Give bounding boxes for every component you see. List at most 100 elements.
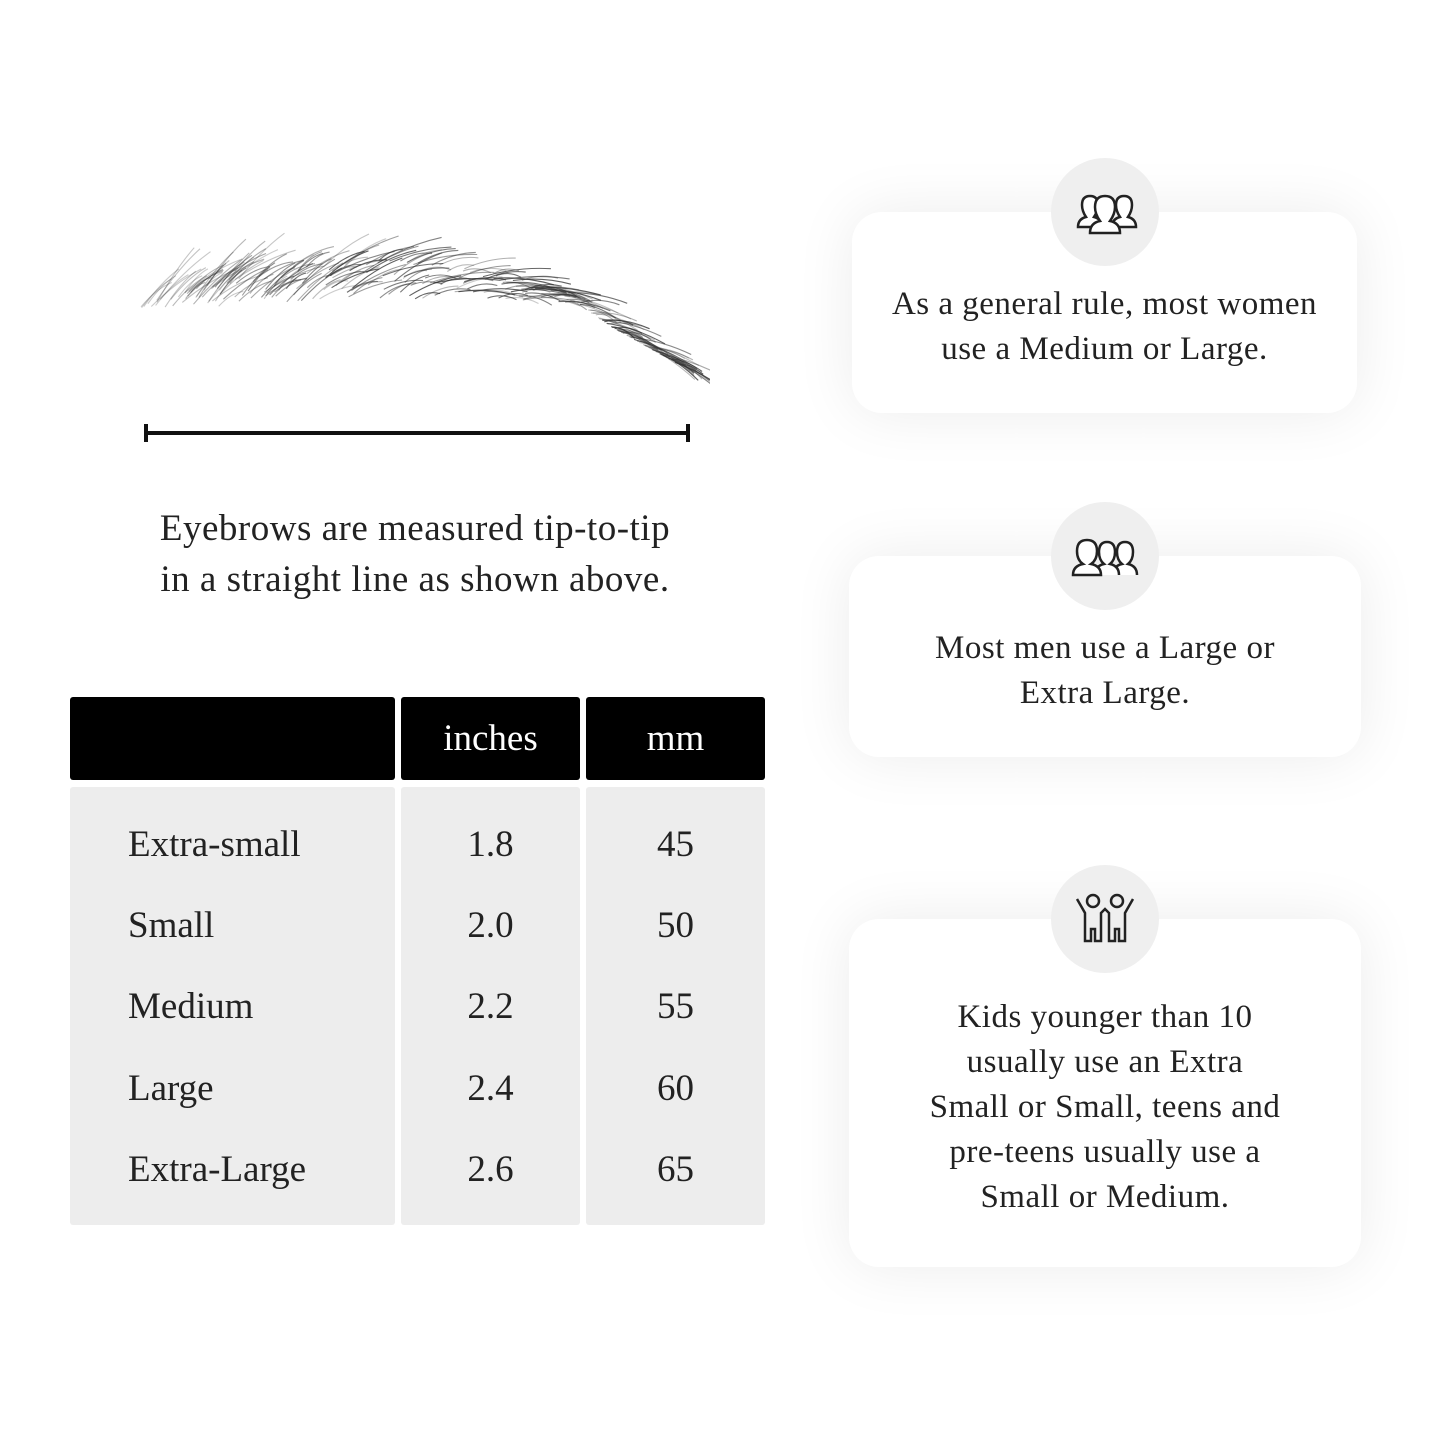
brow-hair bbox=[650, 348, 694, 361]
brow-hair bbox=[312, 279, 341, 300]
brow-hair bbox=[214, 269, 243, 302]
card-text-line: As a general rule, most women bbox=[891, 285, 1318, 322]
brow-hair bbox=[193, 258, 243, 305]
brow-hair bbox=[218, 269, 242, 291]
brow-hair bbox=[349, 259, 388, 272]
brow-hair bbox=[378, 249, 403, 261]
brow-hair bbox=[228, 240, 266, 281]
brow-hair bbox=[456, 276, 503, 289]
brow-hair bbox=[325, 270, 364, 286]
card-text-line: Most men use a Large or bbox=[935, 629, 1275, 666]
brow-hair bbox=[554, 294, 586, 300]
brow-hair bbox=[458, 265, 511, 279]
brow-hair bbox=[464, 277, 507, 283]
brow-hair bbox=[568, 292, 628, 304]
brow-hair bbox=[498, 276, 567, 290]
brow-hair bbox=[263, 259, 305, 280]
size-label: Large bbox=[128, 1068, 214, 1109]
mm-value: 65 bbox=[657, 1149, 694, 1190]
brow-hair bbox=[201, 261, 245, 298]
men-group-icon bbox=[1051, 502, 1159, 610]
brow-hair bbox=[141, 278, 172, 309]
brow-hair bbox=[580, 299, 620, 306]
brow-hair bbox=[348, 279, 403, 298]
brow-hair bbox=[472, 288, 528, 293]
brow-hair bbox=[275, 277, 308, 297]
brow-hair bbox=[493, 277, 554, 286]
brow-hair bbox=[323, 233, 370, 268]
brow-hair bbox=[630, 336, 692, 355]
brow-hair bbox=[402, 269, 428, 279]
brow-hair bbox=[458, 289, 516, 296]
brow-hair bbox=[346, 280, 378, 293]
brow-hair bbox=[399, 274, 430, 293]
brow-hair bbox=[229, 261, 255, 284]
brow-hair bbox=[505, 296, 539, 304]
brow-hair bbox=[278, 268, 302, 291]
brow-hair bbox=[306, 250, 350, 275]
brow-hair bbox=[203, 260, 230, 291]
brow-hair bbox=[241, 269, 269, 296]
brow-hair bbox=[285, 272, 307, 290]
brow-hair bbox=[249, 273, 274, 294]
brow-hair bbox=[187, 268, 224, 297]
brow-hair bbox=[367, 268, 401, 286]
brow-hair bbox=[552, 291, 602, 296]
women-group-icon bbox=[1051, 158, 1159, 266]
brow-hair bbox=[172, 275, 208, 307]
brow-hair bbox=[216, 254, 253, 289]
brow-hair bbox=[393, 252, 433, 276]
brow-hair bbox=[238, 280, 272, 302]
brow-hair bbox=[523, 293, 571, 300]
brow-hair bbox=[394, 252, 443, 282]
card-text-line: Kids younger than 10 bbox=[957, 998, 1253, 1035]
card-text-line: Small or Medium. bbox=[980, 1178, 1230, 1215]
brow-hair bbox=[414, 292, 441, 300]
brow-hair bbox=[274, 278, 308, 293]
brow-hair bbox=[325, 250, 369, 279]
inches-value: 2.6 bbox=[467, 1149, 514, 1190]
brow-hair bbox=[434, 288, 471, 296]
brow-hair bbox=[518, 295, 553, 306]
brow-hair bbox=[190, 277, 212, 293]
brow-hair bbox=[332, 259, 385, 279]
brow-hair bbox=[529, 288, 593, 303]
mm-column bbox=[586, 787, 765, 1225]
header-inches: inches bbox=[401, 697, 580, 780]
brow-hair bbox=[540, 293, 577, 298]
brow-hair bbox=[383, 279, 424, 290]
brow-hair bbox=[206, 238, 247, 287]
brow-hair bbox=[346, 281, 383, 293]
brow-hair bbox=[649, 347, 690, 359]
brow-hair bbox=[234, 249, 296, 281]
brow-hair bbox=[280, 263, 316, 279]
brow-hair bbox=[634, 339, 687, 366]
measurement-line bbox=[144, 424, 690, 442]
brow-hair bbox=[505, 284, 541, 290]
brow-hair bbox=[431, 251, 476, 266]
brow-hair bbox=[290, 263, 323, 280]
brow-hair bbox=[293, 258, 336, 296]
brow-hair bbox=[247, 262, 276, 292]
inches-value: 2.4 bbox=[467, 1068, 514, 1109]
brow-hair bbox=[400, 252, 433, 262]
brow-hair bbox=[185, 281, 206, 300]
brow-hair bbox=[569, 298, 596, 308]
brow-hair bbox=[140, 281, 173, 308]
size-column bbox=[70, 787, 395, 1225]
brow-hair bbox=[343, 244, 380, 268]
brow-hair bbox=[218, 290, 244, 307]
brow-hair bbox=[483, 290, 517, 296]
brow-hair bbox=[521, 285, 580, 291]
brow-hair bbox=[403, 267, 450, 278]
brow-hair bbox=[143, 268, 180, 307]
eyebrow-illustration bbox=[140, 232, 710, 385]
brow-hair bbox=[446, 264, 475, 272]
brow-hair bbox=[611, 326, 650, 346]
brow-hair bbox=[170, 267, 207, 300]
brow-hair bbox=[250, 265, 296, 299]
brow-hair bbox=[512, 278, 572, 285]
kids-card: Kids younger than 10 usually use an Extr… bbox=[849, 919, 1361, 1267]
brow-hair bbox=[406, 248, 456, 263]
inches-value: 2.2 bbox=[467, 986, 514, 1027]
